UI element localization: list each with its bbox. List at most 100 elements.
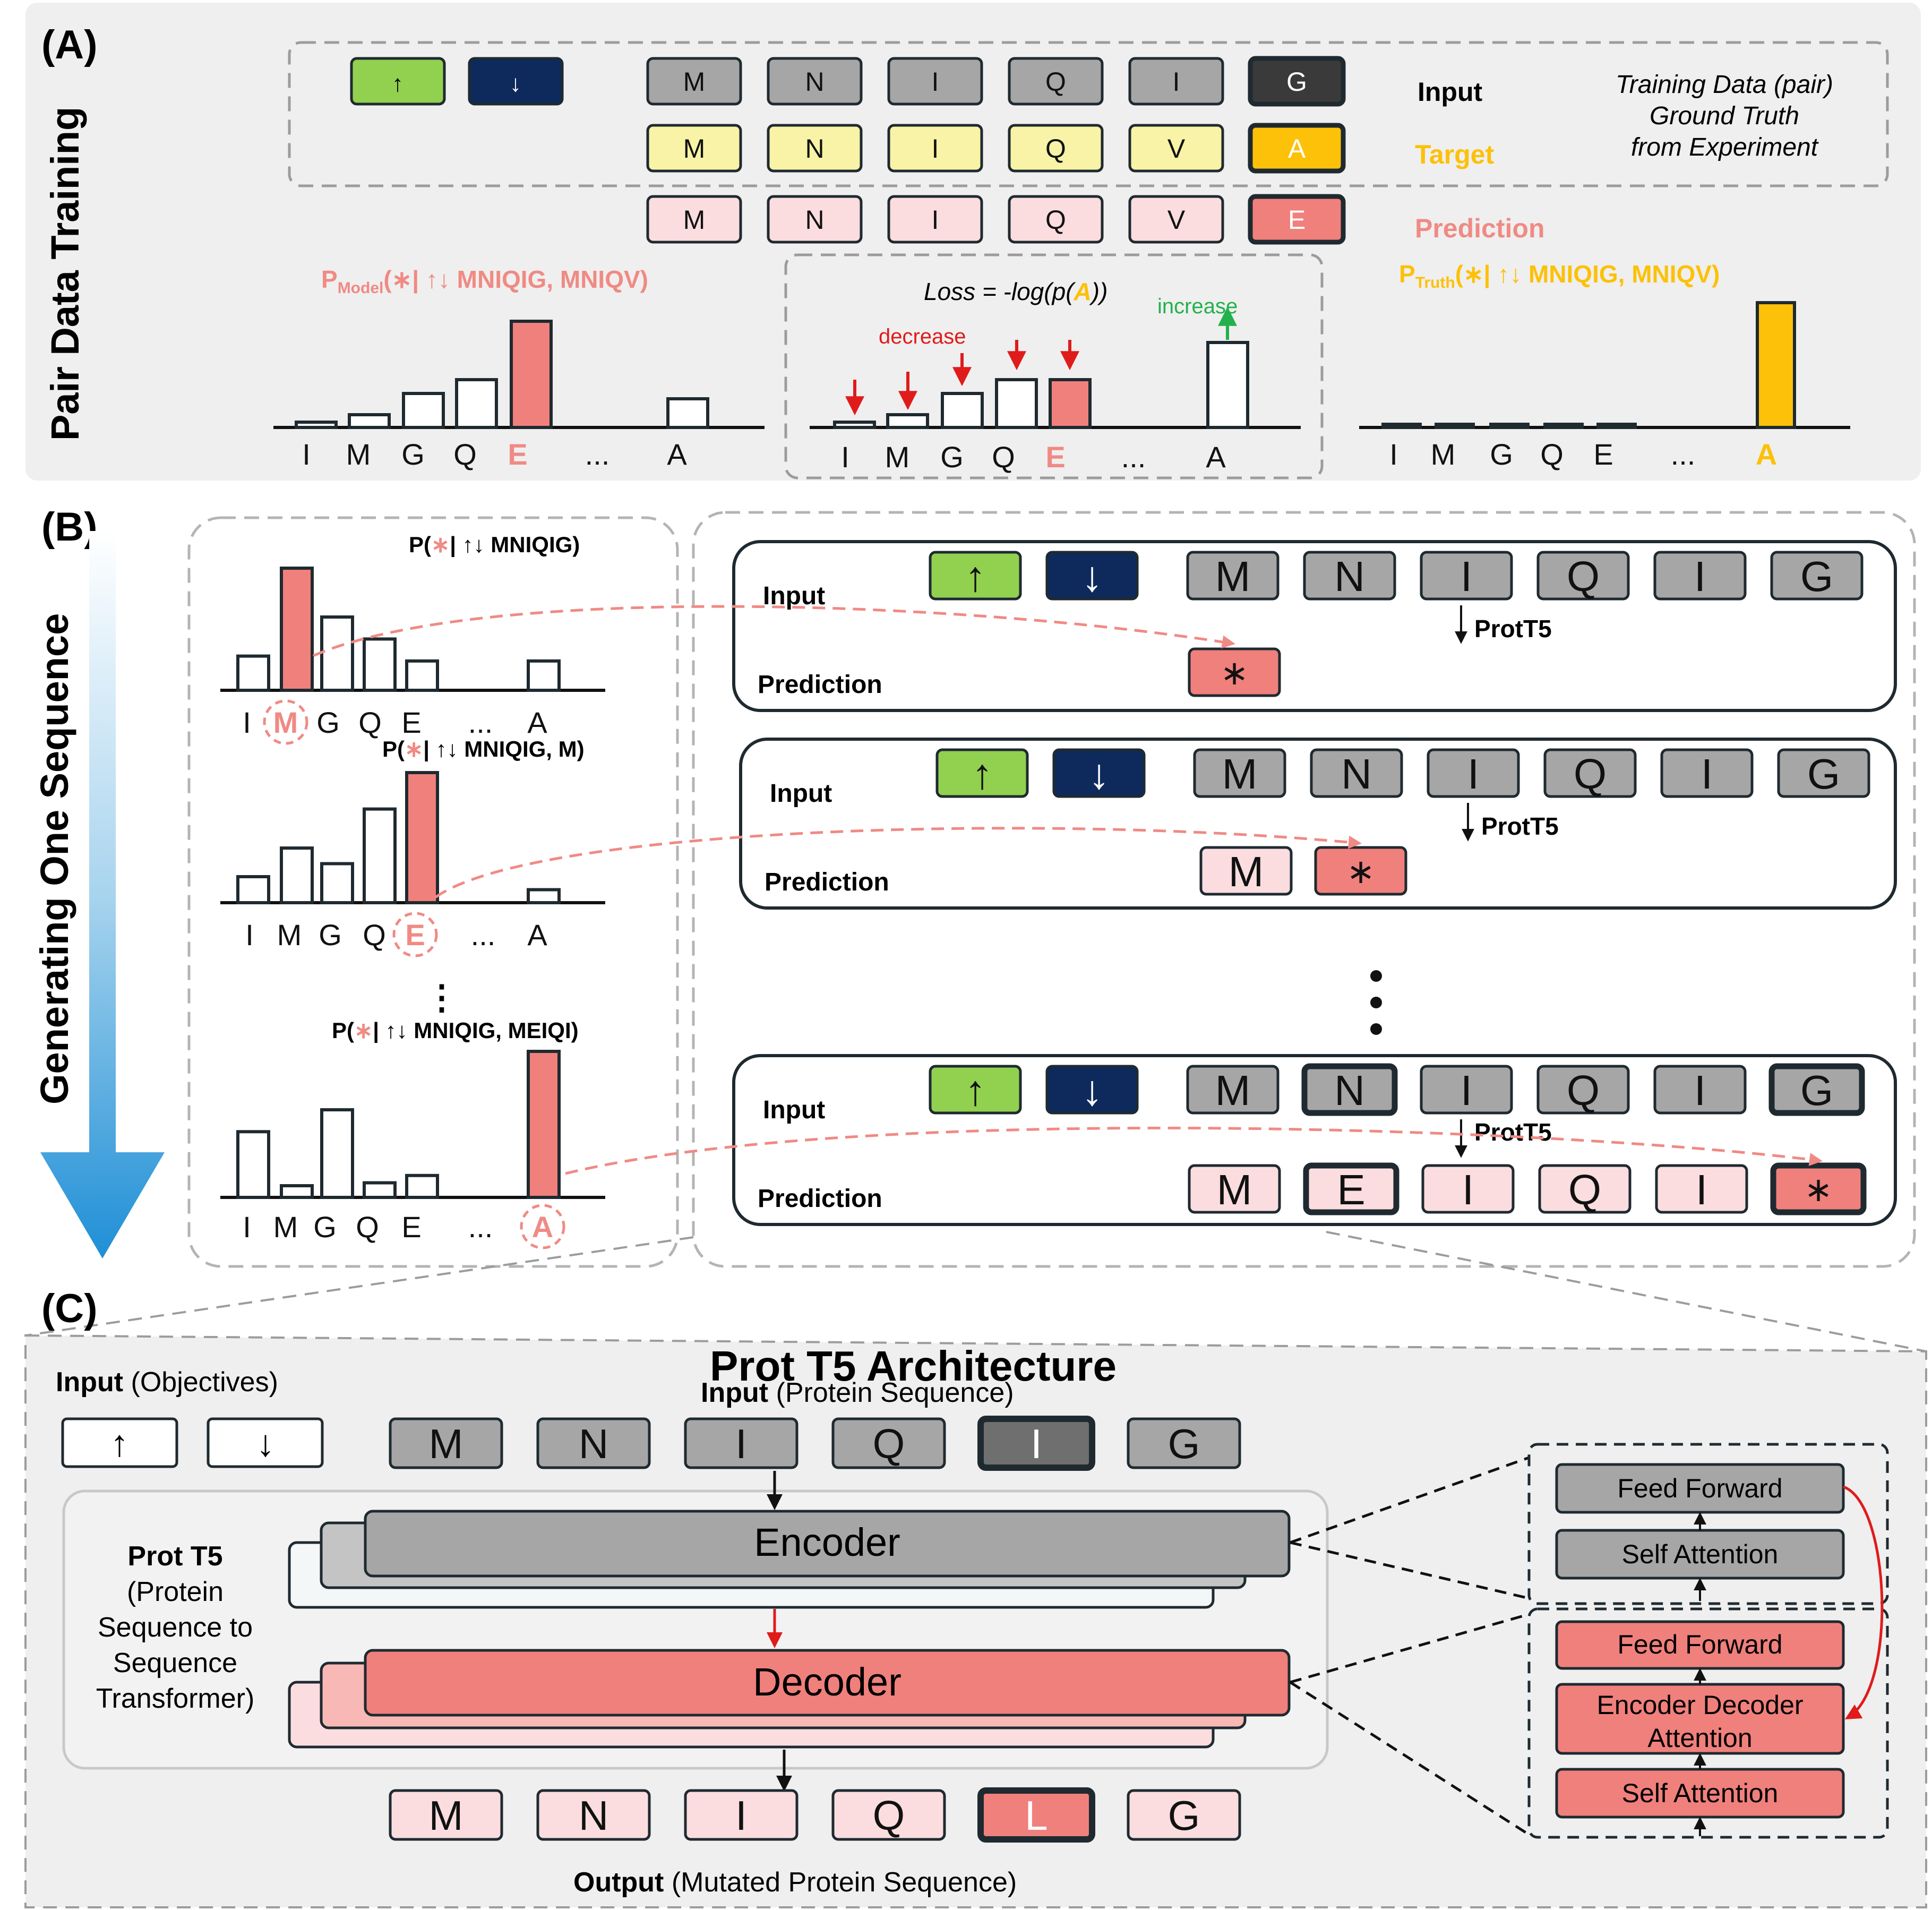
decoder-label: Decoder	[753, 1660, 901, 1704]
chart-tick-label: I	[245, 918, 254, 952]
chart-bar	[1596, 423, 1637, 429]
prott5-label: ProtT5	[1481, 812, 1559, 840]
step-chart-title: P(∗| ↑↓ MNIQIG, MEIQI)	[332, 1018, 579, 1043]
input-sequence-label: Input (Protein Sequence)	[701, 1377, 1014, 1408]
architecture-input-token: Q	[831, 1417, 946, 1469]
decoder-feed-forward-label: Feed Forward	[1617, 1630, 1782, 1659]
chart-tick-label: Q	[356, 1210, 379, 1244]
training-note-line-3: from Experiment	[1631, 133, 1819, 161]
panel-b-label: (B)	[41, 504, 98, 550]
architecture-input-token: N	[536, 1417, 651, 1469]
chart-tick-label: ...	[471, 918, 496, 952]
chart-bar	[405, 1174, 439, 1199]
input-token-label: N	[805, 67, 824, 97]
panel-a-side-title: Pair Data Training	[43, 107, 87, 441]
target-token: M	[646, 124, 742, 173]
architecture-output-token: N	[536, 1789, 651, 1841]
step-prediction-token-label: M	[1229, 848, 1264, 895]
decoder-cross-attention-label-2: Attention	[1647, 1723, 1752, 1753]
chart-tick-label: A	[527, 918, 547, 952]
chart-bar	[941, 392, 984, 429]
chart-tick-label: ...	[468, 706, 493, 739]
selection-arrows	[313, 605, 1823, 1175]
selection-curve-arrow	[313, 605, 1235, 657]
chart-tick-label: E	[401, 706, 421, 739]
architecture-output-token: M	[389, 1789, 503, 1841]
encoder-feed-forward-label: Feed Forward	[1617, 1474, 1782, 1503]
chart-tick-label: A	[1756, 438, 1777, 471]
step-input-token-label: Q	[1567, 553, 1600, 600]
loss-box	[784, 253, 1324, 479]
step-chart-title: P(∗| ↑↓ MNIQIG, M)	[382, 736, 585, 762]
objective-down-token: ↓	[1045, 551, 1139, 601]
training-note-line-2: Ground Truth	[1650, 102, 1799, 130]
target-token-label: I	[932, 134, 939, 164]
selected-token-circle	[392, 912, 438, 957]
chart-tick-label: M	[277, 918, 302, 952]
objective-down-token-c: ↓	[207, 1417, 324, 1468]
chart-bar	[280, 846, 314, 904]
step-input-token: N	[1301, 1063, 1398, 1116]
architecture-input-token: I	[684, 1417, 798, 1469]
step-input-token-label: I	[1467, 750, 1479, 798]
chart-tick-label: ...	[585, 438, 610, 471]
step-prediction-token: I	[1421, 1164, 1515, 1214]
next-token-placeholder-label: ∗	[1220, 654, 1249, 692]
step-input-label: Input	[770, 780, 832, 808]
step-input-token: I	[1653, 551, 1747, 601]
input-token-label: M	[683, 67, 706, 97]
chart-tick-label: G	[940, 440, 964, 474]
architecture-input-token: I	[977, 1416, 1095, 1471]
panel-a-label: (A)	[41, 22, 98, 67]
step-input-token: I	[1420, 1065, 1513, 1115]
step-input-token: Q	[1543, 748, 1637, 798]
chart-tick-label: I	[841, 440, 849, 474]
prediction-token: N	[767, 195, 863, 244]
step-prediction-token: Q	[1538, 1164, 1632, 1214]
panel-b-side-title: Generating One Sequence	[32, 613, 76, 1104]
step-input-token: M	[1186, 1065, 1280, 1115]
step-input-token: I	[1427, 748, 1520, 798]
generation-step: Input Prediction ↑ ↓ M N I Q I G ProtT5 ∗	[732, 540, 1897, 712]
step-input-token-label: Q	[1567, 1067, 1600, 1114]
chart-bar	[236, 875, 270, 904]
architecture-output-token-label: Q	[873, 1792, 905, 1839]
architecture-output-token-label: I	[735, 1792, 747, 1839]
step-prediction-token: I	[1655, 1164, 1748, 1214]
prediction-token: E	[1248, 194, 1346, 245]
step-prediction-token-label: M	[1217, 1166, 1252, 1213]
chart-bar	[280, 1184, 314, 1199]
step-prediction-label: Prediction	[758, 671, 882, 699]
chart-tick-label: G	[313, 1210, 337, 1244]
row-label-target: Target	[1415, 140, 1494, 169]
chart-bar	[666, 397, 709, 429]
chart-tick-label: E	[1593, 438, 1613, 471]
step-input-label: Input	[763, 1096, 825, 1124]
step-input-token-label: I	[1701, 750, 1713, 798]
step-input-token: I	[1660, 748, 1754, 798]
prott5-label: ProtT5	[1474, 615, 1552, 643]
architecture-output-token: Q	[831, 1789, 946, 1841]
chart-bar	[363, 807, 397, 904]
steps-vertical-ellipsis	[1370, 970, 1382, 1035]
distribution-column-box	[187, 516, 679, 1268]
input-token: G	[1248, 56, 1346, 107]
chart-tick-label: A	[1206, 440, 1226, 474]
chart-bar	[1435, 423, 1475, 429]
chart-bar	[527, 888, 561, 904]
step-input-token-label: I	[1694, 1067, 1706, 1114]
objective-down-token-label: ↓	[1081, 553, 1103, 600]
chart-bar	[280, 567, 314, 692]
chart-bar	[1756, 301, 1796, 429]
chart-bar	[833, 421, 876, 429]
chart-bar	[527, 1050, 561, 1199]
step-input-token: Q	[1536, 551, 1630, 601]
steps-column-box	[692, 511, 1916, 1268]
chart-tick-label: E	[405, 918, 425, 952]
chart-bar	[510, 320, 553, 429]
row-label-input: Input	[1418, 77, 1483, 107]
step-input-token-label: I	[1461, 553, 1472, 600]
generation-step: Input Prediction ↑ ↓ M N I Q I G ProtT5 M ∗	[739, 738, 1897, 910]
chart-tick-label: I	[243, 1210, 251, 1244]
